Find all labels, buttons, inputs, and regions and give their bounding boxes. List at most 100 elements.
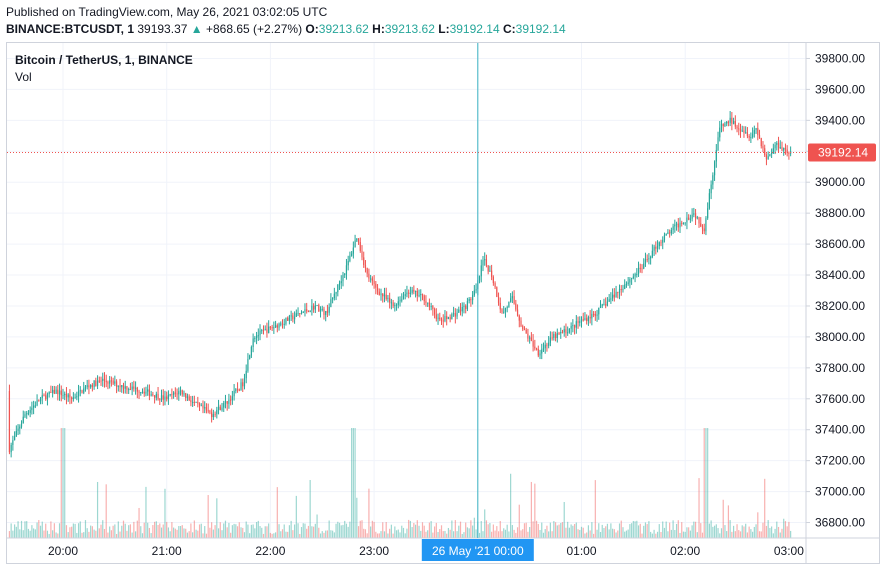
volume-bar — [231, 525, 233, 538]
volume-bar — [65, 525, 68, 538]
candle-body — [255, 335, 258, 339]
candle-body — [311, 305, 313, 311]
candle-body — [257, 335, 259, 337]
volume-bar — [684, 531, 686, 538]
volume-bar — [86, 528, 88, 538]
volume-bar — [304, 523, 306, 538]
volume-bar — [423, 525, 425, 538]
candle-body — [677, 223, 679, 228]
volume-bar — [119, 531, 121, 538]
candle-body — [530, 337, 532, 341]
volume-bar — [72, 523, 74, 538]
volume-bar — [238, 522, 240, 538]
candle-body — [340, 281, 342, 284]
volume-bar — [57, 533, 59, 538]
volume-bar — [46, 530, 49, 538]
volume-bar — [565, 527, 567, 538]
volume-bar — [121, 525, 123, 538]
volume-bar — [368, 488, 370, 538]
volume-bar — [584, 533, 586, 538]
candle-body — [504, 308, 507, 312]
price-tick-label: 37800.00 — [815, 361, 865, 375]
volume-bar — [31, 525, 33, 538]
candle-body — [665, 233, 667, 236]
volume-bar — [499, 521, 501, 538]
volume-bar — [188, 531, 190, 538]
candle-body — [592, 313, 595, 315]
volume-bar — [183, 528, 185, 538]
candle-body — [129, 389, 132, 391]
candle-body — [532, 340, 534, 347]
candle-body — [608, 299, 610, 302]
volume-bar — [672, 520, 674, 538]
volume-bar — [200, 523, 202, 538]
candle-body — [209, 411, 211, 413]
volume-bar — [316, 514, 318, 538]
candle-body — [318, 305, 320, 312]
volume-bar — [145, 486, 147, 538]
candle-body — [433, 308, 436, 315]
volume-bar — [781, 528, 783, 538]
volume-bar — [160, 527, 163, 538]
volume-bar — [717, 528, 719, 538]
volume-bar — [648, 521, 650, 538]
volume-bar — [641, 533, 643, 538]
volume-bar — [694, 521, 697, 538]
candle-body — [231, 396, 233, 401]
volume-bar — [458, 525, 460, 538]
volume-bar — [359, 520, 361, 538]
volume-bar — [615, 532, 617, 538]
candle-body — [463, 305, 465, 308]
candle-body — [356, 238, 358, 241]
candle-body — [480, 265, 482, 277]
low-label: L: — [438, 22, 450, 36]
volume-bar — [634, 521, 636, 538]
volume-bar — [743, 526, 745, 538]
candle-body — [250, 346, 252, 356]
volume-bar — [235, 524, 237, 538]
candle-body — [197, 401, 199, 404]
time-tick-label: 23:00 — [359, 544, 389, 558]
volume-bar — [77, 523, 80, 538]
candle-body — [173, 392, 175, 395]
volume-bar — [504, 529, 507, 538]
volume-bar — [318, 527, 320, 538]
chart-legend-title: Bitcoin / TetherUS, 1, BINANCE — [15, 53, 193, 67]
candle-body — [713, 161, 716, 176]
candle-body — [669, 232, 671, 234]
candle-body — [679, 222, 681, 228]
candle-body — [399, 299, 401, 302]
volume-bar — [650, 531, 652, 538]
volume-bar — [784, 521, 787, 538]
price-tick-label: 39000.00 — [815, 175, 865, 189]
candle-body — [487, 265, 489, 272]
candle-body — [71, 397, 73, 400]
volume-bar — [414, 524, 417, 538]
candle-body — [122, 385, 125, 389]
candle-body — [720, 124, 723, 128]
candle-body — [185, 393, 187, 398]
volume-bar — [594, 480, 596, 538]
volume-bar — [20, 520, 23, 538]
volume-bar — [510, 473, 512, 538]
volume-bar — [280, 531, 282, 538]
price-tick-label: 38600.00 — [815, 237, 865, 251]
candle-body — [79, 390, 81, 392]
candle-body — [235, 389, 237, 391]
candle-body — [65, 393, 68, 398]
candle-body — [12, 440, 14, 445]
price-tick-label: 39600.00 — [815, 82, 865, 96]
volume-bar — [148, 527, 151, 538]
candle-body — [520, 320, 522, 327]
candle-body — [461, 307, 463, 312]
volume-bar — [788, 521, 790, 538]
candle-body — [26, 413, 28, 415]
volume-bar — [268, 523, 270, 538]
volume-bar — [90, 525, 92, 538]
candle-body — [513, 296, 515, 304]
candle-body — [8, 391, 11, 453]
volume-bar — [276, 487, 278, 538]
symbol-name[interactable]: BINANCE:BTCUSDT, 1 — [6, 22, 135, 36]
candle-body — [357, 238, 360, 243]
